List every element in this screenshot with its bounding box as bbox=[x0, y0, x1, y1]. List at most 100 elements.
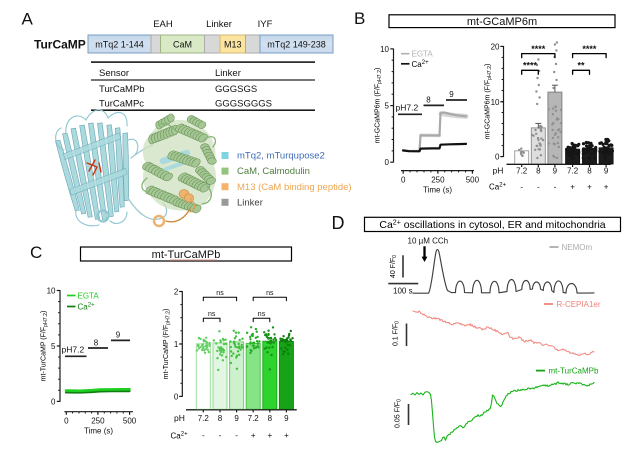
svg-text:0: 0 bbox=[385, 158, 390, 167]
svg-text:mTq2, mTurqupose2: mTq2, mTurqupose2 bbox=[237, 151, 325, 162]
svg-text:Time (s): Time (s) bbox=[423, 186, 452, 195]
svg-text:+: + bbox=[570, 182, 575, 191]
svg-text:Linker: Linker bbox=[215, 68, 241, 79]
svg-text:9: 9 bbox=[116, 331, 121, 340]
svg-text:B: B bbox=[354, 9, 365, 28]
svg-text:1: 1 bbox=[174, 340, 179, 349]
svg-text:8: 8 bbox=[218, 414, 223, 423]
svg-text:GGGSGGGS: GGGSGGGS bbox=[215, 98, 272, 109]
svg-text:9: 9 bbox=[284, 414, 289, 423]
svg-text:500: 500 bbox=[466, 175, 480, 184]
svg-text:-: - bbox=[554, 182, 557, 191]
svg-text:7.2: 7.2 bbox=[248, 414, 260, 423]
svg-text:ns: ns bbox=[216, 290, 224, 297]
svg-text:mTq2 1-144: mTq2 1-144 bbox=[95, 39, 144, 49]
svg-text:-: - bbox=[537, 182, 540, 191]
svg-text:40 F/F0: 40 F/F0 bbox=[390, 255, 398, 278]
svg-text:ns: ns bbox=[266, 290, 274, 297]
svg-text:-: - bbox=[202, 431, 205, 440]
svg-text:C: C bbox=[30, 243, 42, 262]
svg-text:Ca2+: Ca2+ bbox=[489, 183, 507, 192]
svg-text:Ca2+: Ca2+ bbox=[78, 303, 96, 312]
svg-text:mt-TurCaMP (F/FpH7.2): mt-TurCaMP (F/FpH7.2) bbox=[163, 309, 171, 380]
svg-text:0: 0 bbox=[495, 153, 500, 162]
svg-text:Linker: Linker bbox=[237, 197, 263, 208]
svg-text:Ca2+: Ca2+ bbox=[412, 60, 430, 69]
svg-text:mt-GCaMP6m: mt-GCaMP6m bbox=[467, 16, 537, 28]
svg-text:8: 8 bbox=[587, 167, 592, 176]
svg-text:500: 500 bbox=[123, 416, 137, 425]
svg-text:0.05 F/F0: 0.05 F/F0 bbox=[395, 399, 403, 428]
svg-text:Time (s): Time (s) bbox=[84, 427, 113, 436]
svg-text:10 µM CCh: 10 µM CCh bbox=[408, 237, 449, 246]
svg-text:+: + bbox=[284, 431, 289, 440]
svg-text:mt-TurCaMPb: mt-TurCaMPb bbox=[549, 366, 599, 375]
svg-text:0: 0 bbox=[174, 392, 179, 401]
svg-text:mTq2 149-238: mTq2 149-238 bbox=[267, 39, 326, 49]
svg-text:7.2: 7.2 bbox=[567, 167, 579, 176]
svg-text:TurCaMPc: TurCaMPc bbox=[99, 98, 144, 109]
svg-text:****: **** bbox=[531, 44, 546, 54]
svg-text:250: 250 bbox=[431, 175, 445, 184]
svg-text:5: 5 bbox=[385, 102, 390, 111]
svg-text:TurCaMPb: TurCaMPb bbox=[99, 84, 145, 95]
svg-text:0.1 F/F0: 0.1 F/F0 bbox=[393, 321, 401, 346]
svg-text:Sensor: Sensor bbox=[99, 68, 129, 79]
svg-text:mt-GCaMP6m (F/FpH7.2): mt-GCaMP6m (F/FpH7.2) bbox=[375, 68, 383, 144]
svg-text:GGGSGS: GGGSGS bbox=[215, 84, 257, 95]
svg-text:pH: pH bbox=[493, 166, 504, 176]
svg-text:-: - bbox=[520, 182, 523, 191]
svg-text:IYF: IYF bbox=[258, 19, 273, 30]
svg-text:Linker: Linker bbox=[206, 19, 232, 30]
svg-text:pH7.2: pH7.2 bbox=[62, 344, 85, 354]
svg-text:2: 2 bbox=[174, 288, 179, 297]
svg-text:+: + bbox=[267, 431, 272, 440]
svg-text:mt-GCaMP6m (F/FpH7.2): mt-GCaMP6m (F/FpH7.2) bbox=[485, 64, 493, 140]
svg-text:EGTA: EGTA bbox=[412, 50, 434, 59]
svg-text:CaM: CaM bbox=[173, 39, 192, 49]
svg-text:-: - bbox=[235, 431, 238, 440]
svg-text:+: + bbox=[604, 182, 609, 191]
svg-text:5: 5 bbox=[51, 342, 56, 351]
svg-text:8: 8 bbox=[426, 96, 431, 105]
svg-text:8: 8 bbox=[536, 167, 541, 176]
svg-text:pH: pH bbox=[174, 413, 185, 423]
svg-text:ns: ns bbox=[208, 311, 216, 318]
svg-text:D: D bbox=[332, 213, 345, 233]
svg-text:ns: ns bbox=[258, 311, 266, 318]
svg-text:9: 9 bbox=[449, 90, 454, 99]
svg-text:M13 (CaM binding peptide): M13 (CaM binding peptide) bbox=[237, 182, 352, 193]
svg-text:****: **** bbox=[523, 61, 538, 71]
svg-text:10: 10 bbox=[47, 287, 56, 296]
svg-text:mt-TurCaMPb: mt-TurCaMPb bbox=[152, 249, 221, 261]
svg-text:NEMOm: NEMOm bbox=[562, 243, 593, 252]
svg-text:**: ** bbox=[577, 61, 585, 71]
svg-text:7.2: 7.2 bbox=[516, 167, 528, 176]
svg-text:9: 9 bbox=[604, 167, 609, 176]
svg-text:EGTA: EGTA bbox=[78, 292, 100, 301]
svg-text:CaM, Calmodulin: CaM, Calmodulin bbox=[237, 166, 310, 177]
svg-text:0: 0 bbox=[64, 416, 69, 425]
svg-text:0: 0 bbox=[401, 175, 406, 184]
svg-text:+: + bbox=[587, 182, 592, 191]
svg-text:9: 9 bbox=[553, 167, 558, 176]
svg-text:9: 9 bbox=[234, 414, 239, 423]
svg-text:M13: M13 bbox=[224, 39, 242, 49]
svg-text:TurCaMP: TurCaMP bbox=[34, 37, 86, 51]
svg-text:Ca2+: Ca2+ bbox=[171, 431, 189, 440]
svg-text:250: 250 bbox=[91, 416, 105, 425]
svg-text:R-CEPIA1er: R-CEPIA1er bbox=[557, 300, 601, 309]
svg-text:mt-TurCaMP (F/FpH7.2): mt-TurCaMP (F/FpH7.2) bbox=[41, 311, 49, 382]
svg-text:20: 20 bbox=[491, 42, 500, 51]
svg-text:EAH: EAH bbox=[153, 19, 173, 30]
svg-text:0: 0 bbox=[51, 397, 56, 406]
svg-text:+: + bbox=[251, 431, 256, 440]
svg-text:Ca2+ oscillations in cytosol,: Ca2+ oscillations in cytosol, ER and mit… bbox=[379, 219, 605, 231]
svg-text:8: 8 bbox=[94, 338, 99, 347]
svg-text:A: A bbox=[22, 9, 34, 28]
svg-text:-: - bbox=[219, 431, 222, 440]
svg-text:10: 10 bbox=[491, 98, 500, 107]
svg-text:100 s: 100 s bbox=[393, 286, 413, 295]
svg-text:7.2: 7.2 bbox=[198, 414, 210, 423]
svg-text:pH7.2: pH7.2 bbox=[396, 102, 419, 112]
